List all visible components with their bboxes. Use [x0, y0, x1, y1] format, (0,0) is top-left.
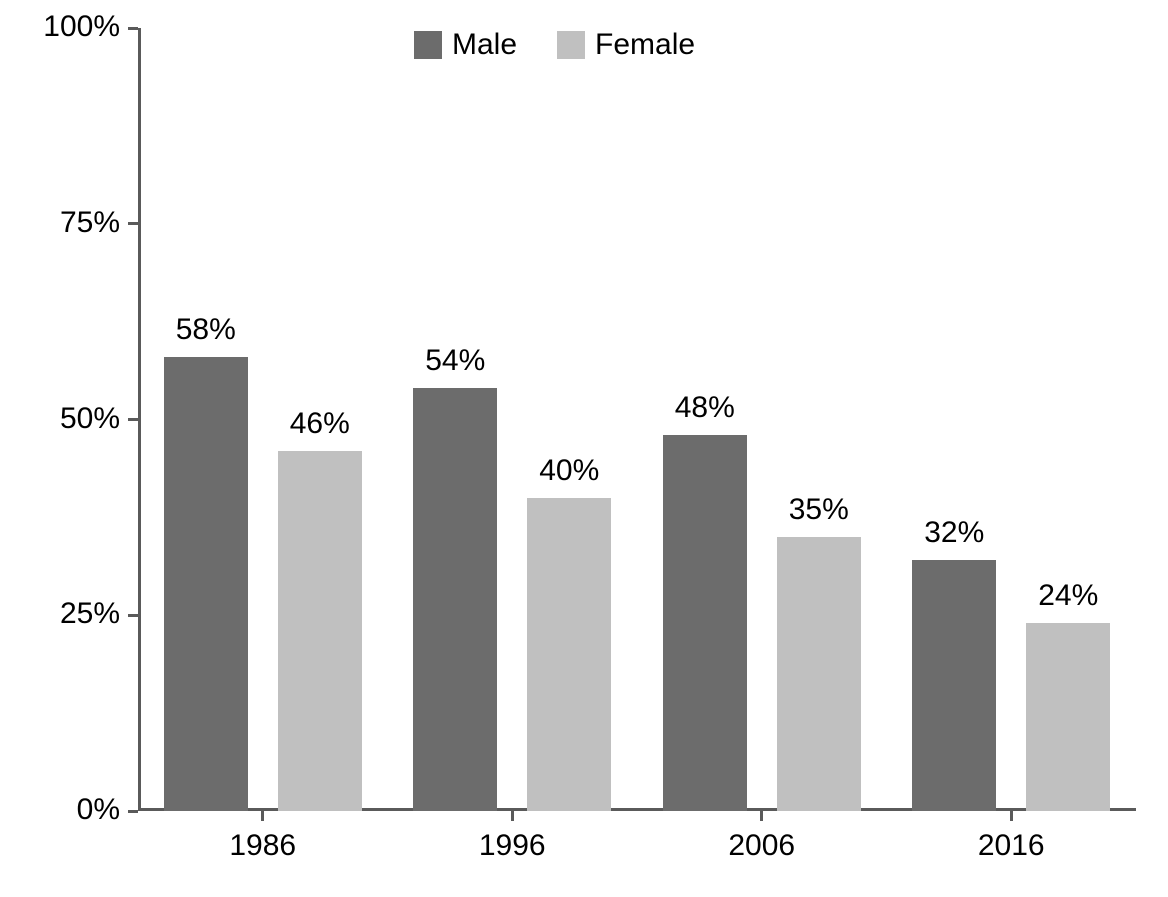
- y-axis: [138, 28, 141, 811]
- y-tick-label: 75%: [10, 206, 120, 240]
- bar-chart: MaleFemale0%25%50%75%100%198658%46%19965…: [0, 0, 1168, 897]
- bar-data-label: 40%: [509, 454, 629, 488]
- bar: [912, 560, 996, 811]
- bar: [527, 498, 611, 811]
- bar-data-label: 54%: [395, 344, 515, 378]
- x-tick: [1010, 811, 1013, 821]
- bar: [663, 435, 747, 811]
- y-tick-label: 100%: [10, 10, 120, 44]
- bar-data-label: 35%: [759, 493, 879, 527]
- x-tick-label: 1996: [432, 829, 592, 863]
- bar-data-label: 46%: [260, 407, 380, 441]
- bar-data-label: 58%: [146, 313, 266, 347]
- bar: [278, 451, 362, 811]
- x-tick: [261, 811, 264, 821]
- x-tick: [511, 811, 514, 821]
- y-tick: [128, 418, 138, 421]
- x-tick: [760, 811, 763, 821]
- bar: [1026, 623, 1110, 811]
- bar: [413, 388, 497, 811]
- y-tick-label: 0%: [10, 793, 120, 827]
- y-tick: [128, 810, 138, 813]
- x-tick-label: 1986: [183, 829, 343, 863]
- y-tick: [128, 614, 138, 617]
- x-tick-label: 2006: [682, 829, 842, 863]
- bar: [777, 537, 861, 811]
- y-tick: [128, 222, 138, 225]
- bar: [164, 357, 248, 811]
- bar-data-label: 32%: [894, 516, 1014, 550]
- y-tick-label: 25%: [10, 597, 120, 631]
- bar-data-label: 48%: [645, 391, 765, 425]
- y-tick: [128, 27, 138, 30]
- y-tick-label: 50%: [10, 402, 120, 436]
- bar-data-label: 24%: [1008, 579, 1128, 613]
- x-tick-label: 2016: [931, 829, 1091, 863]
